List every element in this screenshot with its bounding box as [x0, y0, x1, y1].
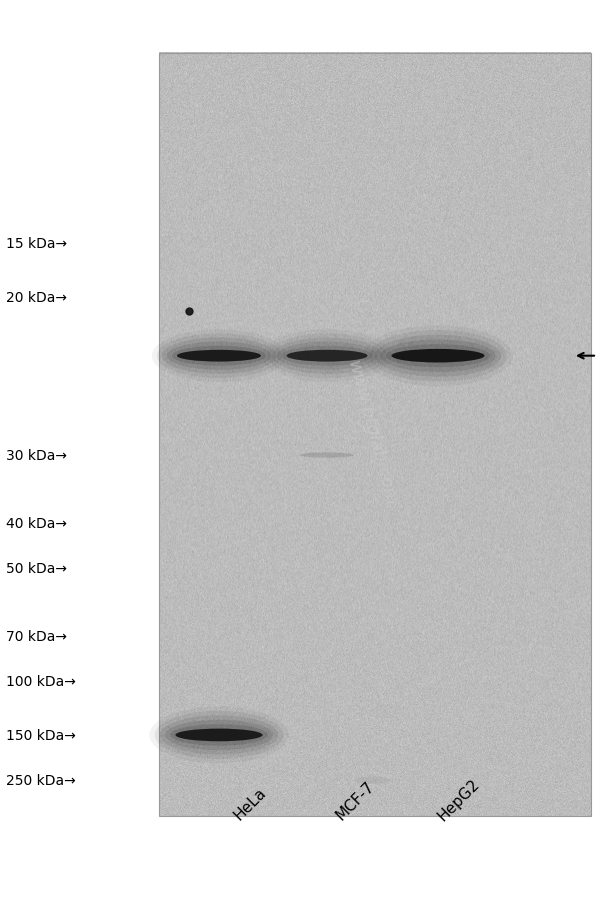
- Text: HepG2: HepG2: [435, 775, 482, 823]
- Text: 50 kDa→: 50 kDa→: [6, 561, 67, 575]
- Text: 150 kDa→: 150 kDa→: [6, 728, 76, 742]
- Ellipse shape: [272, 338, 382, 374]
- Ellipse shape: [386, 345, 490, 368]
- Ellipse shape: [281, 346, 373, 366]
- Text: MCF-7: MCF-7: [333, 778, 377, 823]
- Ellipse shape: [354, 777, 390, 784]
- Ellipse shape: [167, 342, 271, 371]
- Ellipse shape: [157, 334, 281, 379]
- Text: 30 kDa→: 30 kDa→: [6, 448, 67, 463]
- Ellipse shape: [155, 711, 283, 759]
- Ellipse shape: [287, 350, 367, 362]
- Ellipse shape: [392, 349, 485, 363]
- Text: 250 kDa→: 250 kDa→: [6, 773, 76, 787]
- Ellipse shape: [380, 340, 496, 373]
- Ellipse shape: [364, 326, 512, 387]
- Text: 100 kDa→: 100 kDa→: [6, 674, 76, 688]
- Ellipse shape: [177, 350, 261, 362]
- Ellipse shape: [267, 334, 387, 379]
- Bar: [159, 54, 591, 816]
- Ellipse shape: [172, 346, 266, 366]
- Ellipse shape: [162, 338, 276, 374]
- Ellipse shape: [375, 336, 501, 377]
- Text: 40 kDa→: 40 kDa→: [6, 516, 67, 530]
- Ellipse shape: [165, 720, 273, 750]
- Text: HeLa: HeLa: [231, 785, 269, 823]
- Ellipse shape: [176, 729, 263, 741]
- Text: 20 kDa→: 20 kDa→: [6, 290, 67, 305]
- Ellipse shape: [369, 330, 507, 382]
- Ellipse shape: [300, 453, 354, 458]
- Ellipse shape: [160, 715, 278, 755]
- Text: www.ptglab.com: www.ptglab.com: [344, 358, 400, 508]
- Ellipse shape: [176, 729, 263, 741]
- Ellipse shape: [170, 724, 268, 746]
- Ellipse shape: [277, 342, 377, 371]
- Ellipse shape: [287, 350, 367, 362]
- Text: 70 kDa→: 70 kDa→: [6, 629, 67, 643]
- Ellipse shape: [177, 350, 261, 362]
- Text: 15 kDa→: 15 kDa→: [6, 236, 67, 251]
- Ellipse shape: [392, 349, 485, 363]
